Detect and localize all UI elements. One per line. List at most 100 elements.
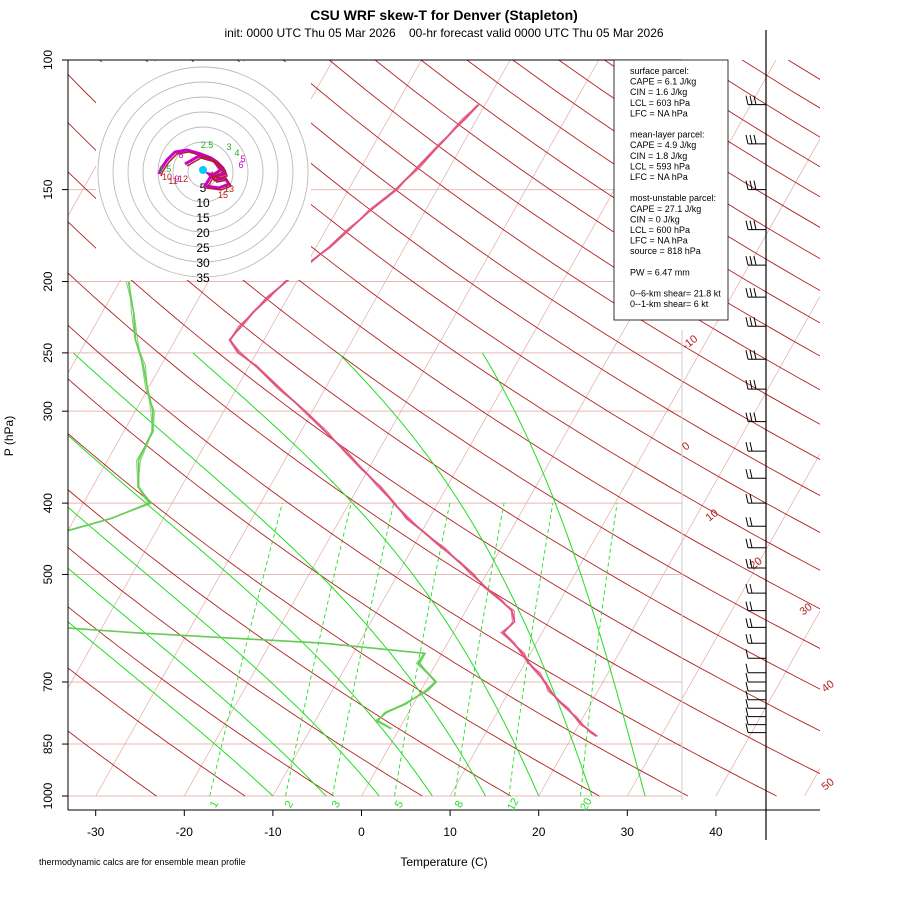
info-line: LCL = 600 hPa — [630, 225, 690, 235]
moist-adiabat-line — [337, 352, 593, 797]
dry-adiabat-line — [68, 171, 820, 690]
wind-barb-feather — [745, 715, 749, 725]
background-lines — [68, 60, 900, 797]
wind-barb-feather — [749, 601, 753, 611]
hodograph-ring-label: 5 — [200, 181, 207, 195]
info-line: PW = 6.47 mm — [630, 267, 690, 277]
wind-barb-feather — [749, 220, 753, 230]
dry-adiabat-line — [880, 60, 900, 796]
isotherm-label: 10 — [704, 507, 721, 524]
chart-title: CSU WRF skew-T for Denver (Stapleton) — [310, 7, 578, 23]
isotherm-line — [68, 60, 157, 217]
moist-adiabat-line — [68, 567, 327, 797]
dry-adiabat-line — [68, 378, 689, 797]
hodograph-point-label: 12 — [178, 174, 188, 184]
info-line: source = 818 hPa — [630, 246, 701, 256]
hodograph-trace — [157, 148, 232, 190]
dry-adiabat-line — [68, 122, 820, 649]
x-tick-label: 40 — [709, 825, 723, 839]
dewpoint-profile-line — [68, 281, 437, 730]
y-tick-label: 400 — [41, 493, 55, 513]
wind-barb-feather — [753, 288, 757, 298]
info-line: mean-layer parcel: — [630, 130, 705, 140]
x-axis-label: Temperature (C) — [400, 855, 487, 869]
mixing-ratio-label: 12 — [505, 796, 522, 813]
wind-barb-feather — [745, 95, 749, 105]
wind-barb-feather — [749, 350, 753, 360]
wind-barb-feather — [745, 690, 749, 700]
mixing-ratio-label: 1 — [208, 799, 221, 810]
x-tick-label: -20 — [176, 825, 194, 839]
hodograph-ring-label: 30 — [196, 256, 210, 270]
wind-barb-feather — [745, 558, 749, 569]
x-tick-label: 30 — [621, 825, 635, 839]
wind-barb-feather — [745, 350, 749, 360]
wind-barb-feather — [745, 180, 749, 190]
wind-barb-feather — [745, 663, 749, 673]
info-line: CAPE = 27.1 J/kg — [630, 204, 701, 214]
wind-barb-feather — [745, 618, 749, 628]
moist-adiabat-line — [481, 352, 646, 797]
info-line: CIN = 1.8 J/kg — [630, 151, 687, 161]
wind-barb-feather — [753, 317, 757, 327]
wind-barb-feather — [745, 379, 749, 390]
hodograph-point-label: 10 — [162, 172, 172, 182]
info-line: LFC = NA hPa — [630, 236, 688, 246]
mixing-ratio-line — [580, 503, 618, 797]
moist-adiabat-line — [68, 621, 274, 797]
dewpoint-profile-line — [68, 281, 436, 730]
dry-adiabat-line — [191, 60, 820, 497]
hodograph-storm-motion — [199, 166, 207, 174]
hodograph-ring — [97, 66, 309, 278]
isotherm-line — [715, 610, 820, 797]
wind-barb-feather — [749, 494, 753, 504]
wind-barb-feather — [745, 317, 749, 327]
hodograph-point-label: 3 — [226, 142, 231, 152]
wind-barb-feather — [753, 220, 757, 230]
dry-adiabat-line — [68, 730, 157, 797]
wind-barb-feather — [745, 469, 749, 479]
y-tick-label: 250 — [41, 343, 55, 363]
hodograph-ring — [172, 141, 234, 203]
isotherm-label: 20 — [748, 555, 765, 572]
dry-adiabat-line — [145, 60, 820, 533]
wind-barb-feather — [745, 256, 749, 266]
mixing-ratio-label: 2 — [283, 799, 296, 810]
y-tick-label: 300 — [41, 401, 55, 421]
dry-adiabat-line — [68, 73, 820, 610]
wind-barb-feather — [749, 256, 753, 266]
y-axis-label: P (hPa) — [2, 416, 16, 456]
wind-barb-feather — [745, 601, 749, 611]
dry-adiabat-line — [374, 60, 820, 357]
wind-barb-feather — [749, 288, 753, 298]
hodograph-trace — [160, 151, 233, 191]
info-line: CIN = 1.6 J/kg — [630, 87, 687, 97]
info-line: CAPE = 4.9 J/kg — [630, 140, 696, 150]
x-tick-label: 10 — [443, 825, 457, 839]
y-tick-label: 150 — [41, 179, 55, 199]
mixing-ratio-line — [331, 502, 395, 797]
hodograph-point-label: 1.5 — [159, 164, 172, 174]
wind-barb-feather — [745, 707, 749, 717]
temperature-profile-line — [229, 104, 597, 737]
wind-barb-feather — [749, 317, 753, 327]
x-tick-label: -10 — [264, 825, 282, 839]
wind-barb-feather — [745, 583, 749, 594]
isotherm-label: 30 — [798, 601, 815, 618]
y-tick-label: 850 — [41, 734, 55, 754]
wind-barb-feather — [745, 681, 749, 692]
wind-barb-feather — [749, 618, 753, 628]
mixing-ratio-line — [285, 502, 352, 797]
wind-barb-feather — [749, 558, 753, 569]
info-box-frame — [613, 59, 729, 321]
footer-note: thermodynamic calcs are for ensemble mea… — [39, 857, 246, 867]
wind-barb-column — [745, 30, 767, 840]
isotherm-label: -10 — [680, 333, 700, 352]
wind-barb-feather — [749, 469, 753, 479]
hodograph-point-label: 14 — [210, 170, 220, 180]
dry-adiabat-line — [68, 221, 820, 732]
